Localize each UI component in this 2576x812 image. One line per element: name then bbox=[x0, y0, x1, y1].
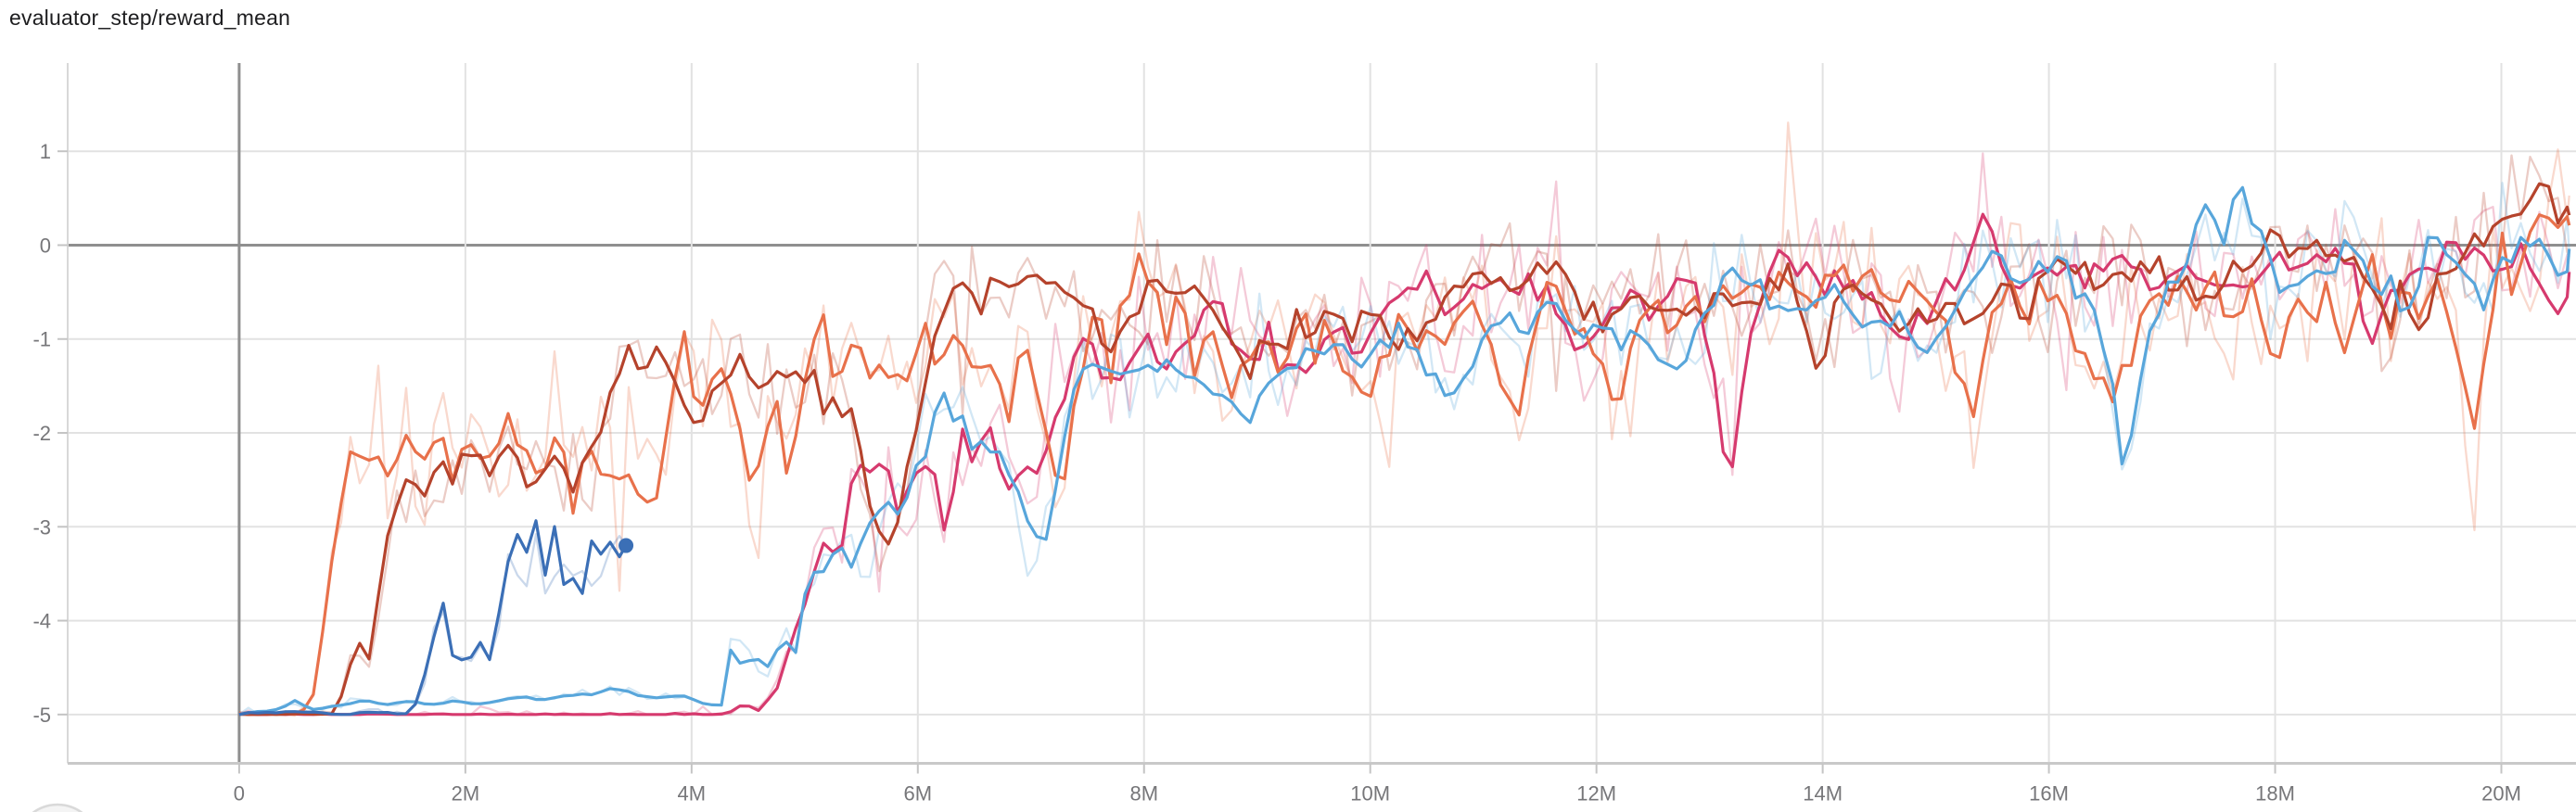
x-tick-label: 2M bbox=[452, 782, 480, 806]
grid-lines bbox=[68, 63, 2576, 764]
run-orange-raw-line bbox=[238, 121, 2570, 716]
run-darkblue-end-point-marker[interactable] bbox=[618, 538, 634, 553]
panel-title: evaluator_step/reward_mean bbox=[9, 6, 291, 30]
axes bbox=[57, 63, 2576, 774]
run-brick-smoothed-line bbox=[238, 182, 2571, 717]
y-tick-label: -5 bbox=[32, 704, 51, 727]
run-darkblue-raw-line bbox=[238, 533, 628, 716]
x-tick-label: 18M bbox=[2255, 782, 2295, 806]
run-pink-raw-line bbox=[238, 152, 2570, 716]
axis-tick-labels: 0 2M 4M 6M 8M 10M 12M 14M 16M 18M 20M 1 0 -1 -2 -3 -4 -5 bbox=[32, 140, 2520, 805]
chart-series bbox=[238, 121, 2571, 717]
x-tick-label: 8M bbox=[1129, 782, 1158, 806]
x-tick-label: 12M bbox=[1576, 782, 1616, 806]
run-skyblue-raw-line bbox=[238, 182, 2570, 716]
x-tick-label: 14M bbox=[1803, 782, 1843, 806]
bottom-left-partial-circle bbox=[32, 803, 83, 812]
x-tick-label: 0 bbox=[234, 782, 245, 806]
run-brick-raw-line bbox=[238, 154, 2570, 716]
run-skyblue-smoothed-line bbox=[238, 185, 2571, 717]
y-tick-label: -3 bbox=[32, 515, 51, 539]
y-tick-label: 1 bbox=[40, 140, 51, 163]
x-tick-label: 10M bbox=[1350, 782, 1390, 806]
y-tick-label: -1 bbox=[32, 328, 51, 351]
x-tick-label: 20M bbox=[2481, 782, 2521, 806]
run-darkblue-smoothed-line bbox=[238, 519, 628, 717]
y-tick-label: 0 bbox=[40, 234, 51, 257]
y-tick-label: -2 bbox=[32, 422, 51, 445]
x-tick-label: 6M bbox=[904, 782, 933, 806]
x-tick-label: 16M bbox=[2029, 782, 2069, 806]
y-tick-label: -4 bbox=[32, 610, 51, 633]
x-tick-label: 4M bbox=[678, 782, 707, 806]
